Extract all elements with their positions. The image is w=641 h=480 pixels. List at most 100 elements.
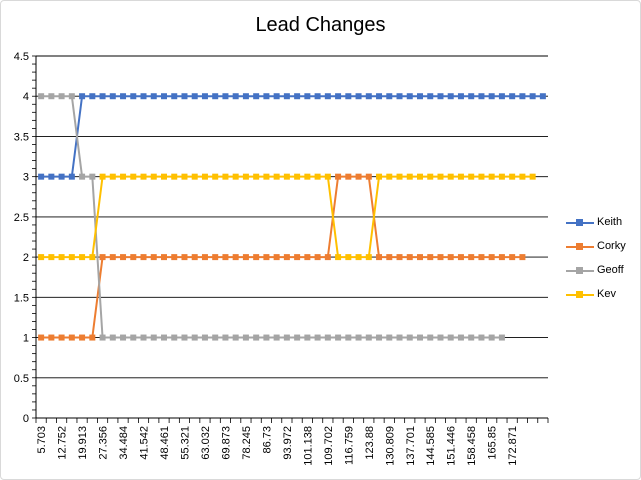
y-tick-label: 1	[23, 333, 29, 345]
data-point-kev	[365, 254, 372, 261]
x-tick-label: 41.542	[139, 426, 151, 460]
data-point-kev	[222, 173, 229, 180]
x-tick-label: 55.321	[179, 426, 191, 460]
data-point-keith	[314, 93, 321, 100]
legend-swatch	[566, 219, 594, 226]
data-point-kev	[68, 254, 75, 261]
data-point-kev	[498, 173, 505, 180]
data-point-geoff	[263, 334, 270, 341]
data-point-corky	[294, 254, 301, 261]
x-tick-label: 78.245	[241, 426, 253, 460]
data-point-corky	[478, 254, 485, 261]
data-point-geoff	[365, 334, 372, 341]
x-tick-label: 5.703	[36, 426, 48, 454]
data-point-keith	[488, 93, 495, 100]
data-point-corky	[191, 254, 198, 261]
data-point-kev	[468, 173, 475, 180]
data-point-geoff	[386, 334, 393, 341]
legend-label: Kev	[597, 288, 616, 300]
data-point-keith	[89, 93, 96, 100]
data-point-corky	[335, 173, 342, 180]
legend-label: Corky	[597, 240, 626, 252]
data-point-geoff	[109, 334, 116, 341]
data-point-kev	[191, 173, 198, 180]
data-point-geoff	[304, 334, 311, 341]
data-point-geoff	[191, 334, 198, 341]
data-point-kev	[201, 173, 208, 180]
data-point-keith	[48, 173, 55, 180]
data-point-keith	[273, 93, 280, 100]
data-point-keith	[232, 93, 239, 100]
data-point-corky	[488, 254, 495, 261]
data-point-keith	[468, 93, 475, 100]
data-point-keith	[38, 173, 45, 180]
data-point-geoff	[376, 334, 383, 341]
data-point-geoff	[406, 334, 413, 341]
data-point-corky	[242, 254, 249, 261]
data-point-geoff	[417, 334, 423, 341]
data-point-kev	[253, 173, 260, 180]
data-point-kev	[355, 254, 362, 261]
data-point-keith	[304, 93, 311, 100]
data-point-corky	[212, 254, 219, 261]
x-tick-label: 151.446	[446, 426, 458, 466]
data-point-keith	[498, 93, 505, 100]
data-point-corky	[130, 254, 137, 261]
chart-title: Lead Changes	[255, 14, 386, 36]
data-point-kev	[437, 173, 444, 180]
data-point-keith	[253, 93, 260, 100]
data-point-geoff	[283, 334, 290, 341]
data-point-keith	[68, 173, 75, 180]
data-point-keith	[161, 93, 167, 100]
data-point-kev	[283, 173, 290, 180]
data-point-keith	[283, 93, 290, 100]
legend-marker	[576, 219, 583, 226]
data-point-corky	[386, 254, 393, 261]
data-point-geoff	[232, 334, 239, 341]
data-point-kev	[529, 173, 536, 180]
data-point-corky	[38, 334, 45, 341]
data-point-corky	[109, 254, 116, 261]
data-point-kev	[335, 254, 342, 261]
data-point-geoff	[38, 93, 45, 100]
data-point-kev	[386, 173, 393, 180]
data-point-kev	[109, 173, 116, 180]
data-point-corky	[396, 254, 403, 261]
data-point-keith	[509, 93, 516, 100]
legend-marker	[576, 267, 583, 274]
legend-item-corky: Corky	[566, 238, 641, 262]
data-point-kev	[396, 173, 403, 180]
data-point-geoff	[253, 334, 260, 341]
data-point-keith	[437, 93, 444, 100]
data-point-keith	[335, 93, 342, 100]
data-point-keith	[539, 93, 546, 100]
data-point-kev	[376, 173, 383, 180]
data-point-keith	[519, 93, 526, 100]
data-point-geoff	[212, 334, 219, 341]
x-tick-label: 48.461	[159, 426, 171, 460]
data-point-corky	[345, 173, 352, 180]
x-tick-label: 144.585	[425, 426, 437, 466]
data-point-geoff	[335, 334, 342, 341]
data-point-kev	[212, 173, 219, 180]
legend-marker	[576, 243, 583, 250]
x-tick-label: 123.88	[364, 426, 376, 460]
data-point-geoff	[150, 334, 157, 341]
data-point-keith	[191, 93, 198, 100]
data-point-kev	[232, 173, 239, 180]
legend-item-keith: Keith	[566, 214, 641, 238]
x-tick-label: 69.873	[220, 426, 232, 460]
data-point-kev	[324, 173, 331, 180]
series-line-geoff	[41, 95, 502, 339]
data-point-corky	[150, 254, 157, 261]
data-point-corky	[68, 334, 75, 341]
data-point-corky	[437, 254, 444, 261]
data-point-corky	[58, 334, 65, 341]
data-point-kev	[304, 173, 311, 180]
x-tick-label: 12.752	[57, 426, 69, 460]
data-point-geoff	[120, 334, 127, 341]
y-tick-label: 0	[23, 413, 29, 425]
data-point-kev	[478, 173, 485, 180]
data-point-kev	[130, 173, 137, 180]
